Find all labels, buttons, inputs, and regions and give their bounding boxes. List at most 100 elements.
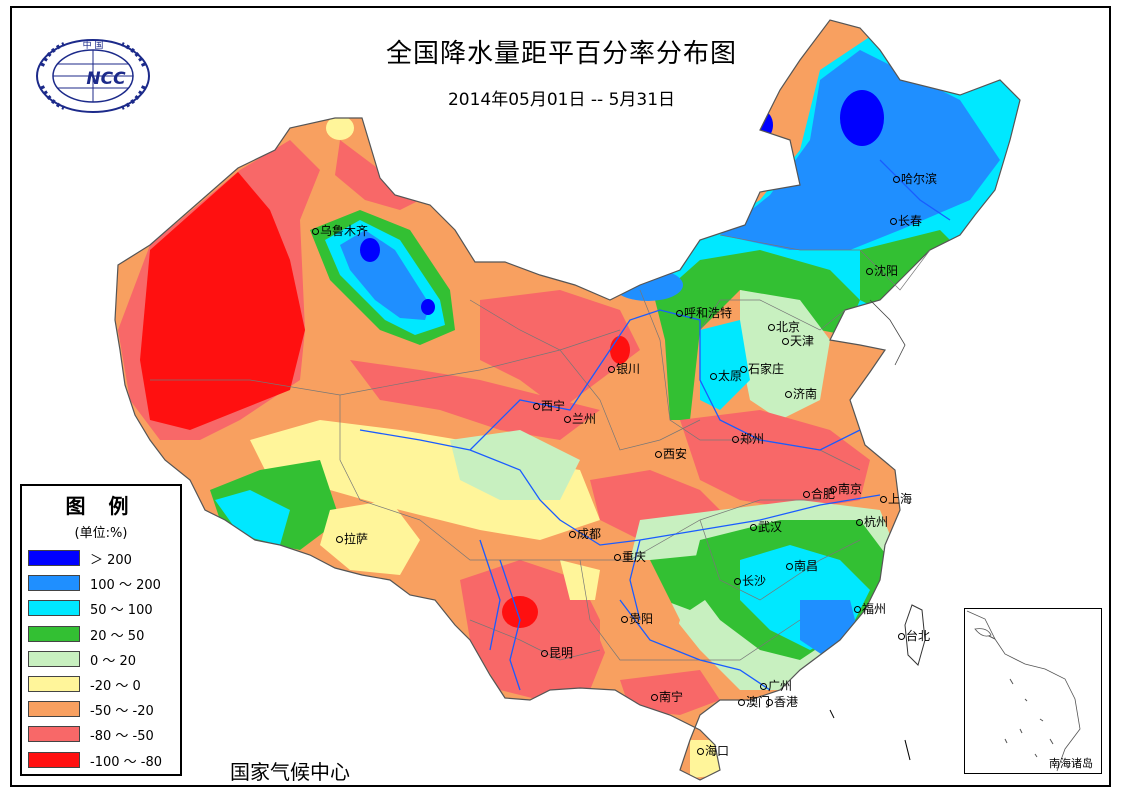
city-label: 长沙 [734,572,766,589]
legend-swatch [28,751,80,768]
city-label: 南京 [830,480,862,497]
legend-item: -50 ～ -20 [28,699,178,719]
city-name: 重庆 [622,550,647,564]
legend-swatch [28,550,80,566]
city-label: 北京 [768,318,800,335]
city-marker-icon [890,218,897,225]
city-label: 福州 [854,600,886,617]
city-name: 兰州 [572,412,597,426]
legend-label: -80 ～ -50 [90,729,154,745]
city-marker-icon [732,436,739,443]
city-name: 成都 [577,527,602,541]
city-marker-icon [734,578,741,585]
city-label: 台北 [898,627,930,644]
city-marker-icon [803,491,810,498]
city-name: 南昌 [794,559,819,573]
city-label: 武汉 [750,518,782,535]
city-marker-icon [564,416,571,423]
city-name: 西宁 [541,399,566,413]
city-label: 贵阳 [621,610,653,627]
city-name: 贵阳 [629,612,654,626]
city-label: 呼和浩特 [676,304,732,321]
city-marker-icon [336,536,343,543]
legend-item: ＞ 200 [28,548,178,568]
legend-label: -20 ～ 0 [90,679,141,694]
legend-item: 100 ～ 200 [28,573,178,593]
city-marker-icon [854,606,861,613]
legend-item: 50 ～ 100 [28,598,178,618]
city-marker-icon [760,683,767,690]
city-name: 长春 [898,214,923,228]
organization-label: 国家气候中心 [230,760,350,784]
legend-item: 20 ～ 50 [28,624,178,644]
city-marker-icon [786,563,793,570]
legend-title: 图 例 [65,494,137,518]
city-marker-icon [697,748,704,755]
city-name: 杭州 [864,515,889,529]
city-marker-icon [856,519,863,526]
city-marker-icon [676,310,683,317]
city-marker-icon [785,391,792,398]
city-label: 乌鲁木齐 [312,222,368,239]
legend-swatch [28,625,80,642]
city-name: 武汉 [758,520,783,534]
map-subtitle: 2014年05月01日 -- 5月31日 [447,90,676,110]
city-label: 杭州 [856,513,888,530]
city-name: 银川 [616,362,641,376]
legend-item: -80 ～ -50 [28,724,178,744]
city-name: 福州 [862,602,887,616]
legend-label: 100 ～ 200 [90,578,161,594]
city-label: 南宁 [651,688,683,705]
inset-label: 南海诸岛 [1049,757,1093,770]
city-label: 重庆 [614,548,646,565]
legend-item: 0 ～ 20 [28,649,178,669]
city-label: 济南 [785,385,817,402]
city-name: 西安 [663,447,688,461]
legend-swatch [28,650,80,667]
city-label: 澳门 [738,693,770,710]
city-name: 济南 [793,387,818,401]
city-label: 太原 [710,367,742,384]
legend-swatch [28,701,80,718]
city-name: 拉萨 [344,532,369,546]
city-marker-icon [750,524,757,531]
city-marker-icon [738,699,745,706]
city-marker-icon [766,699,773,706]
city-label: 昆明 [541,644,573,661]
legend-label: -100 ～ -80 [90,754,163,770]
city-label: 香港 [766,693,798,710]
city-name: 北京 [776,320,801,334]
city-name: 香港 [774,695,799,709]
city-marker-icon [312,228,319,235]
city-marker-icon [621,616,628,623]
city-label: 西宁 [533,397,565,414]
city-name: 沈阳 [874,264,899,278]
city-marker-icon [655,451,662,458]
city-marker-icon [898,633,905,640]
city-name: 澳门 [746,695,771,709]
city-marker-icon [740,366,747,373]
city-label: 天津 [782,332,814,349]
city-label: 广州 [760,677,792,694]
city-name: 石家庄 [748,362,785,376]
city-label: 海口 [697,742,729,759]
city-name: 太原 [718,369,743,383]
city-label: 长春 [890,212,922,229]
city-label: 郑州 [732,430,764,447]
city-marker-icon [830,486,837,493]
city-name: 昆明 [549,646,574,660]
legend: 图 例 (单位:%) ＞ 200 100 ～ 200 50 ～ 100 20 ～ 50… [20,484,182,776]
legend-label: -50 ～ -20 [90,704,154,720]
legend-label: 50 ～ 100 [90,603,153,619]
map-title: 全国降水量距平百分率分布图 [385,39,737,69]
city-marker-icon [866,268,873,275]
city-marker-icon [893,176,900,183]
city-marker-icon [768,324,775,331]
city-name: 南京 [838,482,863,496]
south-china-sea-inset: 南海诸岛 [964,608,1102,774]
city-label: 南昌 [786,557,818,574]
city-name: 哈尔滨 [901,172,938,186]
city-marker-icon [608,366,615,373]
city-marker-icon [880,496,887,503]
